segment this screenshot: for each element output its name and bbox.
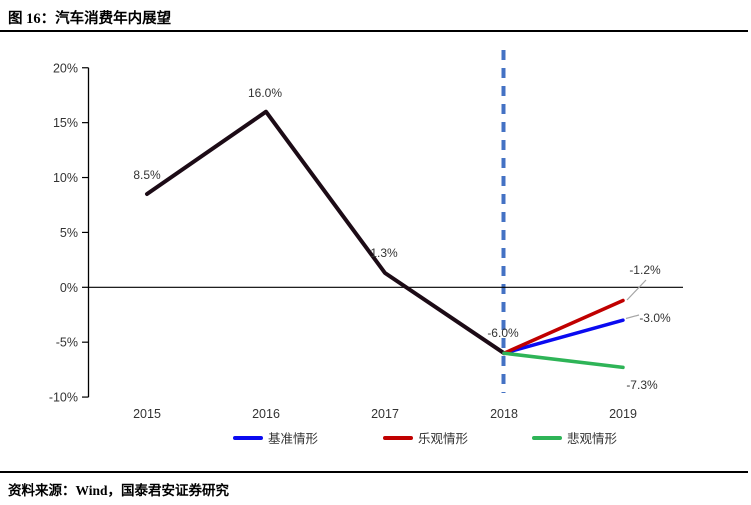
data-label: -7.3% (626, 378, 658, 392)
y-tick-label: 20% (53, 61, 78, 75)
figure-title: 图 16：汽车消费年内展望 (8, 11, 172, 27)
series-line-2 (502, 298, 625, 355)
y-tick-label: -10% (49, 391, 78, 405)
x-tick-label: 2018 (490, 407, 518, 421)
y-tick-label: -5% (56, 336, 78, 350)
series-line-0 (145, 109, 506, 356)
top-divider (0, 30, 748, 32)
legend-label-baseline: 基准情形 (268, 432, 319, 446)
x-tick-label: 2016 (252, 407, 280, 421)
bottom-divider (0, 471, 748, 473)
legend-item-optimistic: 乐观情形 (383, 430, 469, 446)
legend-item-pessimistic: 悲观情形 (532, 430, 618, 446)
y-tick-label: 0% (60, 281, 78, 295)
data-label: 8.5% (133, 168, 161, 182)
y-tick-label: 10% (53, 171, 78, 185)
label-leader-line (626, 279, 647, 301)
y-tick-label: 15% (53, 116, 78, 130)
data-label: -6.0% (487, 326, 519, 340)
x-tick-label: 2015 (133, 407, 161, 421)
x-tick-label: 2019 (609, 407, 637, 421)
series-line-1 (502, 318, 625, 355)
x-tick-label: 2017 (371, 407, 399, 421)
baseline-line-swatch (233, 435, 263, 440)
label-leader-line (625, 314, 640, 320)
legend-item-baseline: 基准情形 (233, 430, 319, 446)
data-label: 1.3% (370, 246, 398, 260)
data-label: -3.0% (639, 311, 671, 325)
data-label: 16.0% (248, 86, 282, 100)
series-line-3 (502, 351, 625, 370)
legend-label-pessimistic: 悲观情形 (567, 432, 618, 446)
data-label: -1.2% (629, 263, 661, 277)
source-note: 资料来源：Wind，国泰君安证券研究 (8, 483, 230, 498)
y-tick-label: 5% (60, 226, 78, 240)
legend-label-optimistic: 乐观情形 (418, 432, 469, 446)
pessimistic-line-swatch (532, 435, 562, 440)
optimistic-line-swatch (383, 435, 413, 440)
